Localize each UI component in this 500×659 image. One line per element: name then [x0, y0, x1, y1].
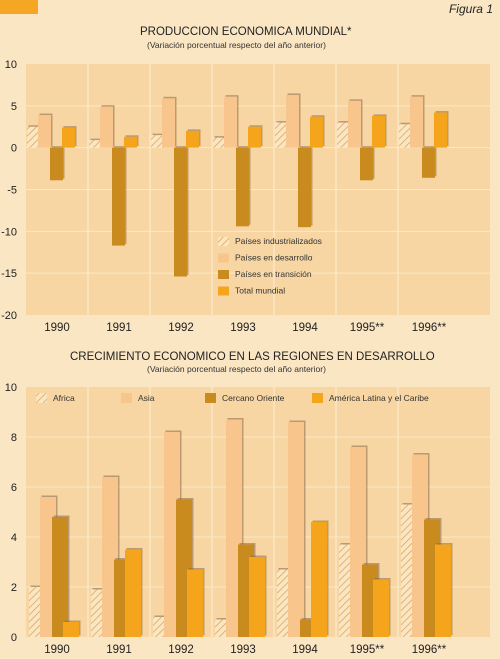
y-tick-label: 8 — [11, 432, 17, 444]
legend-swatch-cercano-oriente — [205, 393, 216, 403]
x-tick-label: 1990 — [44, 644, 70, 656]
x-tick-label: 1991 — [106, 322, 132, 334]
y-tick-label: 0 — [11, 143, 17, 155]
x-tick-label: 1993 — [230, 322, 256, 334]
y-tick-label: 6 — [11, 482, 17, 494]
chart1-legend: Países industrializados Países en desarro… — [218, 236, 322, 296]
bar-america-latina-y-el-caribe-1996 — [435, 544, 451, 637]
bar-paises-en-transicion-1996 — [422, 147, 435, 178]
chart-crecimiento-regiones: CRECIMIENTO ECONOMICO EN LAS REGIONES EN… — [5, 351, 490, 656]
bar-cercano-oriente-1990 — [52, 517, 68, 637]
figure-label: Figura 1 — [449, 2, 493, 16]
legend-swatch-africa — [36, 393, 47, 403]
corner-tab — [0, 0, 38, 14]
bar-total-mundial-1993 — [248, 126, 261, 148]
chart1-y-axis: 10 5 0 -5 -10 -15 -20 — [1, 59, 17, 322]
bar-total-mundial-1990 — [62, 127, 75, 148]
bar-paises-en-desarrollo-1996 — [410, 96, 423, 148]
bar-america-latina-y-el-caribe-1994 — [311, 522, 327, 637]
legend-label-total-mundial: Total mundial — [235, 286, 285, 296]
bar-paises-en-transicion-1995 — [360, 147, 373, 181]
bar-paises-industrializados-1990 — [27, 126, 40, 148]
x-tick-label: 1996** — [412, 644, 447, 656]
x-tick-label: 1994 — [292, 322, 318, 334]
legend-swatch-asia — [121, 393, 132, 403]
bar-paises-industrializados-1994 — [275, 122, 288, 148]
chart2-x-axis: 1990 1991 1992 1993 1994 1995** 1996** — [44, 644, 447, 656]
bar-paises-en-transicion-1991 — [112, 147, 125, 246]
bar-total-mundial-1994 — [310, 116, 323, 148]
bar-total-mundial-1991 — [124, 136, 137, 148]
chart1-bars — [27, 93, 449, 277]
y-tick-label: 10 — [5, 382, 17, 394]
bar-america-latina-y-el-caribe-1991 — [125, 549, 141, 637]
bar-paises-en-transicion-1990 — [50, 147, 63, 181]
bar-paises-en-transicion-1993 — [236, 147, 249, 227]
x-tick-label: 1992 — [168, 322, 194, 334]
x-tick-label: 1994 — [292, 644, 318, 656]
bar-america-latina-y-el-caribe-1992 — [187, 569, 203, 637]
legend-swatch-paises-en-desarrollo — [218, 253, 229, 263]
x-tick-label: 1992 — [168, 644, 194, 656]
x-tick-label: 1995** — [350, 644, 385, 656]
chart2-subtitle: (Variación porcentual respecto del año a… — [147, 364, 326, 374]
chart-produccion-mundial: PRODUCCION ECONOMICA MUNDIAL* (Variación… — [1, 26, 490, 334]
y-tick-label: 10 — [5, 59, 17, 71]
bar-paises-industrializados-1993 — [213, 137, 226, 148]
bar-paises-en-desarrollo-1994 — [286, 94, 299, 148]
legend-label-america-latina-y-el-caribe: América Latina y el Caribe — [329, 393, 429, 403]
bar-america-latina-y-el-caribe-1993 — [249, 557, 265, 637]
bar-total-mundial-1992 — [186, 130, 199, 148]
y-tick-label: -10 — [1, 226, 17, 238]
bar-paises-industrializados-1996 — [399, 124, 412, 148]
y-tick-label: 4 — [11, 532, 17, 544]
legend-label-paises-en-transicion: Países en transición — [235, 269, 312, 279]
x-tick-label: 1995** — [350, 322, 385, 334]
legend-swatch-paises-industrializados — [218, 237, 229, 246]
bar-paises-en-desarrollo-1992 — [162, 98, 175, 148]
legend-swatch-total-mundial — [218, 286, 229, 296]
y-tick-label: -15 — [1, 268, 17, 280]
legend-swatch-paises-en-transicion — [218, 270, 229, 279]
legend-swatch-america-latina-y-el-caribe — [312, 393, 323, 403]
chart1-subtitle: (Variación porcentual respecto del año a… — [147, 40, 326, 50]
x-tick-label: 1990 — [44, 322, 70, 334]
bar-america-latina-y-el-caribe-1995 — [373, 579, 389, 637]
chart1-gridlines — [26, 64, 490, 315]
bar-paises-industrializados-1995 — [337, 122, 350, 148]
bar-asia-1994 — [288, 422, 304, 637]
bar-paises-en-transicion-1992 — [174, 147, 187, 277]
bar-paises-industrializados-1991 — [89, 140, 102, 148]
bar-paises-industrializados-1992 — [151, 135, 164, 148]
y-tick-label: 2 — [11, 582, 17, 594]
bar-america-latina-y-el-caribe-1990 — [63, 622, 79, 637]
legend-label-africa: Africa — [53, 393, 75, 403]
legend-label-paises-industrializados: Países industrializados — [235, 236, 322, 246]
x-tick-label: 1991 — [106, 644, 132, 656]
chart2-bars — [29, 418, 453, 637]
legend-label-asia: Asia — [138, 393, 155, 403]
chart2-legend: Africa Asia Cercano Oriente América Latina … — [36, 393, 429, 403]
bar-paises-en-desarrollo-1995 — [348, 100, 361, 148]
bar-total-mundial-1995 — [372, 115, 385, 148]
bar-total-mundial-1996 — [434, 112, 447, 148]
bar-paises-en-desarrollo-1991 — [100, 106, 113, 148]
bar-paises-en-desarrollo-1993 — [224, 96, 237, 148]
bar-paises-en-transicion-1994 — [298, 147, 311, 228]
x-tick-label: 1996** — [412, 322, 447, 334]
y-tick-label: 5 — [11, 101, 17, 113]
y-tick-label: -20 — [1, 310, 17, 322]
y-tick-label: 0 — [11, 632, 17, 644]
bar-paises-en-desarrollo-1990 — [38, 115, 51, 148]
legend-label-paises-en-desarrollo: Países en desarrollo — [235, 253, 313, 263]
chart2-title: CRECIMIENTO ECONOMICO EN LAS REGIONES EN… — [70, 351, 435, 363]
legend-label-cercano-oriente: Cercano Oriente — [222, 393, 285, 403]
chart1-title: PRODUCCION ECONOMICA MUNDIAL* — [140, 26, 352, 38]
chart1-x-axis: 1990 1991 1992 1993 1994 1995** 1996** — [44, 322, 447, 334]
x-tick-label: 1993 — [230, 644, 256, 656]
chart2-y-axis: 10 8 6 4 2 0 — [5, 382, 17, 644]
y-tick-label: -5 — [7, 185, 17, 197]
